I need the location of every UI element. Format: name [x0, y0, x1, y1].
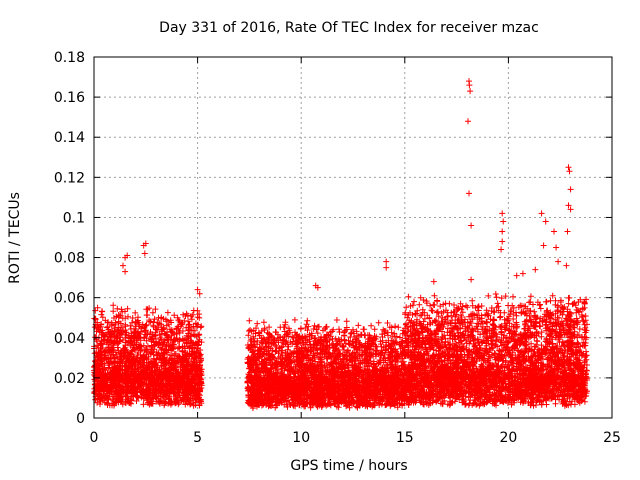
chart-title: Day 331 of 2016, Rate Of TEC Index for r…	[159, 20, 539, 36]
data-points	[91, 78, 591, 412]
y-tick-label: 0	[76, 411, 85, 427]
y-axis-ticks: 0 0.02 0.04 0.06 0.08 0.1 0.12 0.14 0.16 0.18	[54, 50, 612, 427]
plot-frame	[93, 56, 613, 419]
y-tick-label: 0.18	[54, 50, 85, 66]
y-tick-label: 0.1	[63, 210, 85, 226]
x-axis-ticks: 0 5 10 15 20 25	[90, 57, 621, 446]
x-tick-label: 0	[90, 430, 99, 446]
x-tick-label: 5	[193, 430, 202, 446]
x-tick-label: 25	[603, 430, 621, 446]
y-tick-label: 0.04	[54, 331, 85, 347]
y-tick-label: 0.06	[54, 291, 85, 307]
y-tick-label: 0.02	[54, 371, 85, 387]
x-tick-label: 20	[499, 430, 517, 446]
x-tick-label: 15	[396, 430, 414, 446]
y-tick-label: 0.12	[54, 170, 85, 186]
y-tick-label: 0.14	[54, 130, 85, 146]
x-tick-label: 10	[292, 430, 310, 446]
roti-series-markers	[91, 78, 591, 412]
y-tick-label: 0.08	[54, 251, 85, 267]
x-axis-label: GPS time / hours	[290, 458, 407, 474]
y-axis-label: ROTI / TECUs	[7, 192, 23, 284]
y-tick-label: 0.16	[54, 90, 85, 106]
